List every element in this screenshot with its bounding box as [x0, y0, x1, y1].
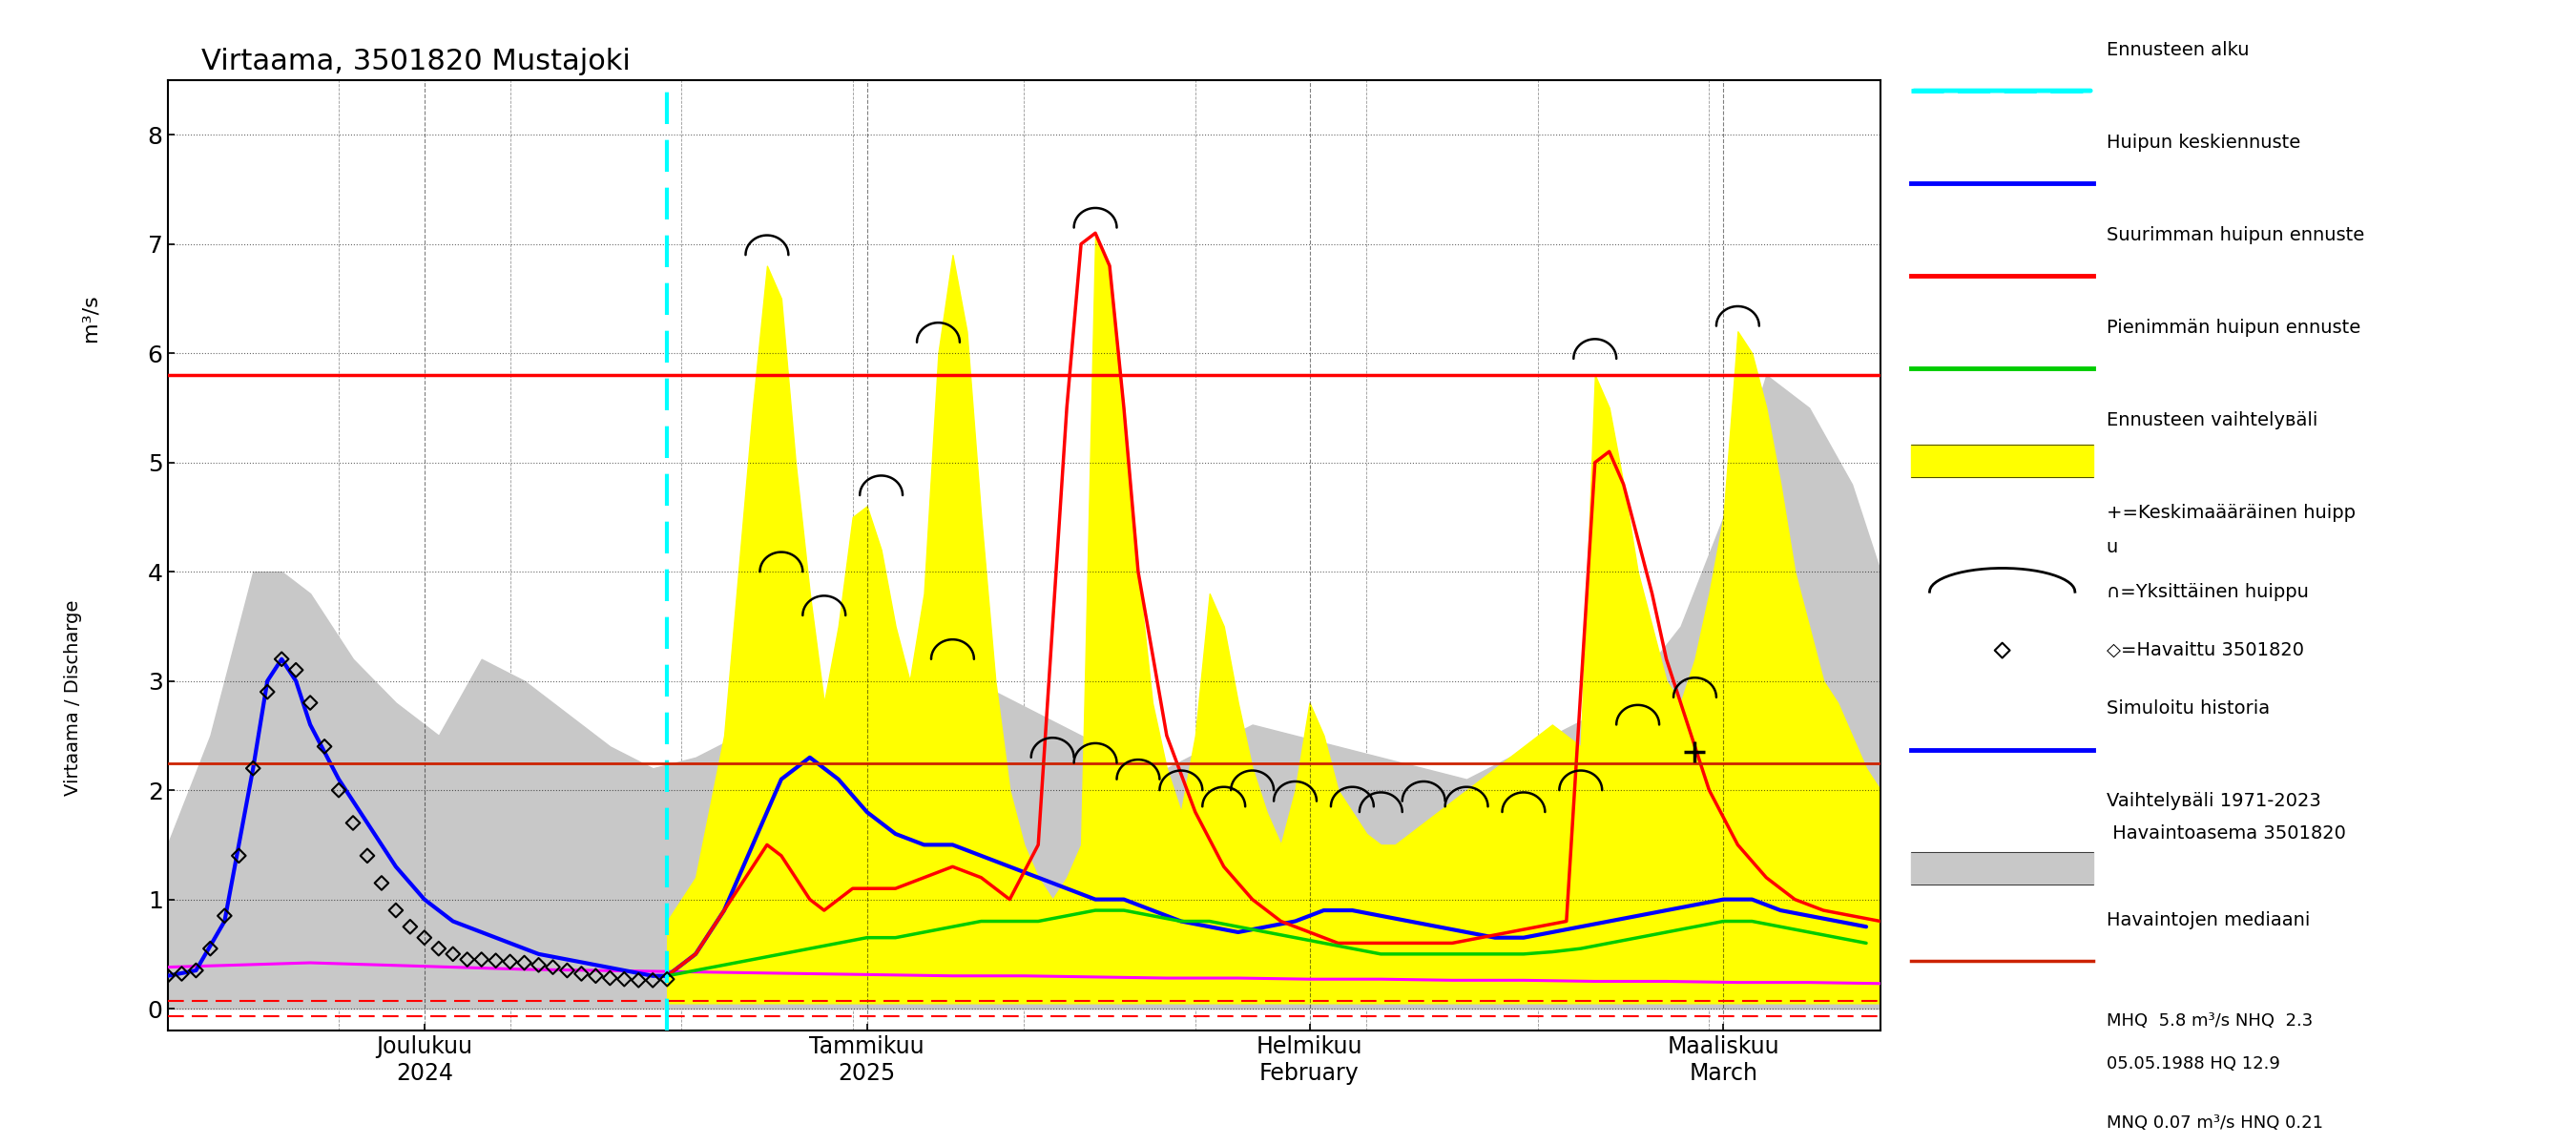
Point — [175, 962, 216, 980]
Point — [647, 970, 688, 988]
Text: MHQ  5.8 m³/s NHQ  2.3: MHQ 5.8 m³/s NHQ 2.3 — [2107, 1012, 2313, 1029]
Text: Havaintojen mediaani: Havaintojen mediaani — [2107, 910, 2311, 929]
Point — [474, 951, 515, 970]
Point — [204, 907, 245, 925]
Text: Suurimman huipun ennuste: Suurimman huipun ennuste — [2107, 226, 2365, 244]
Point — [376, 901, 417, 919]
Point — [276, 661, 317, 679]
Text: ∩=Yksittäinen huippu: ∩=Yksittäinen huippu — [2107, 583, 2308, 601]
Point — [332, 814, 374, 832]
Point — [631, 971, 672, 989]
Text: ◇=Havaittu 3501820: ◇=Havaittu 3501820 — [2107, 641, 2303, 660]
Point — [417, 939, 459, 957]
Point — [232, 759, 273, 777]
Point — [461, 950, 502, 969]
Point — [389, 917, 430, 935]
Point — [162, 964, 204, 982]
Text: +=Keskimаääräinen huipp: +=Keskimаääräinen huipp — [2107, 504, 2354, 522]
Point — [546, 962, 587, 980]
Point — [289, 694, 330, 712]
Point — [603, 970, 644, 988]
Text: Virtaama / Discharge: Virtaama / Discharge — [64, 600, 82, 796]
Point — [260, 650, 301, 669]
Text: m³/s: m³/s — [80, 294, 100, 341]
Point — [574, 966, 616, 985]
Point — [191, 939, 232, 957]
Text: Virtaama, 3501820 Mustajoki: Virtaama, 3501820 Mustajoki — [201, 48, 631, 76]
Text: Ennusteen vaihtelувäli: Ennusteen vaihtelувäli — [2107, 411, 2318, 429]
Text: Vaihtelувäli 1971-2023: Vaihtelувäli 1971-2023 — [2107, 792, 2321, 811]
Point — [319, 781, 361, 799]
Text: MNQ 0.07 m³/s HNQ 0.21: MNQ 0.07 m³/s HNQ 0.21 — [2107, 1114, 2324, 1131]
Point — [590, 969, 631, 987]
Point — [247, 682, 289, 701]
Point — [505, 954, 546, 972]
Point — [147, 966, 188, 985]
Text: Pienimmän huipun ennuste: Pienimmän huipun ennuste — [2107, 318, 2360, 337]
Point — [618, 971, 659, 989]
Point — [518, 956, 559, 974]
Point — [304, 737, 345, 756]
Point — [533, 958, 574, 977]
Text: Havaintoasema 3501820: Havaintoasema 3501820 — [2107, 824, 2347, 843]
Point — [446, 950, 487, 969]
Text: Simuloitu historia: Simuloitu historia — [2107, 700, 2269, 718]
Point — [489, 953, 531, 971]
Point — [404, 929, 446, 947]
Point — [1981, 641, 2022, 660]
Point — [433, 945, 474, 963]
Point — [219, 846, 260, 864]
Text: Ennusteen alku: Ennusteen alku — [2107, 41, 2249, 58]
Point — [348, 846, 389, 864]
Text: Huipun keskiennuste: Huipun keskiennuste — [2107, 133, 2300, 151]
Point — [361, 874, 402, 892]
Point — [562, 964, 603, 982]
Text: u: u — [2107, 538, 2117, 556]
Text: 05.05.1988 HQ 12.9: 05.05.1988 HQ 12.9 — [2107, 1056, 2280, 1073]
